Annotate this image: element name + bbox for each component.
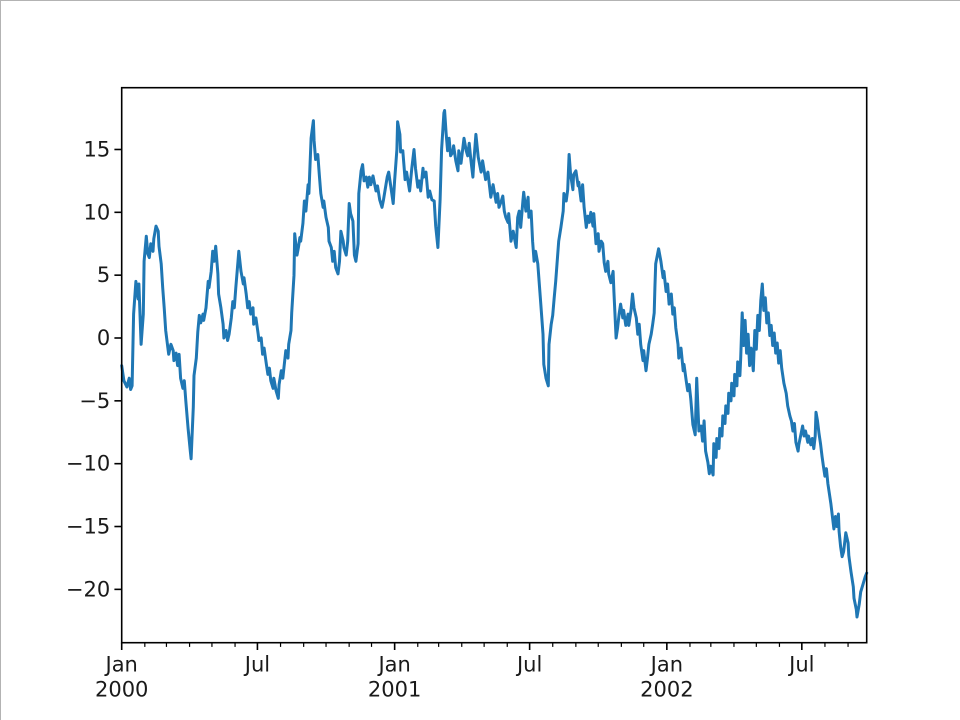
y-tick-label: −10 [66, 452, 110, 476]
x-tick-label-month: Jan [104, 653, 138, 677]
y-tick-label: 15 [83, 137, 110, 161]
x-tick-label-year: 2000 [95, 678, 148, 702]
x-tick-label-month: Jul [787, 653, 814, 677]
y-tick-label: 5 [97, 263, 110, 287]
x-tick-label-month: Jul [515, 653, 542, 677]
x-tick-label-year: 2001 [368, 678, 421, 702]
y-tick-label: 10 [83, 200, 110, 224]
x-tick-label-month: Jan [376, 653, 410, 677]
x-tick-label-month: Jan [649, 653, 683, 677]
y-tick-label: 0 [97, 326, 110, 350]
plot-border [120, 86, 868, 644]
y-tick-label: −15 [66, 515, 110, 539]
y-tick-label: −20 [66, 577, 110, 601]
x-tick-label-month: Jul [243, 653, 270, 677]
x-tick-label-year: 2002 [640, 678, 693, 702]
series-line [120, 109, 869, 619]
y-tick-label: −5 [79, 389, 110, 413]
